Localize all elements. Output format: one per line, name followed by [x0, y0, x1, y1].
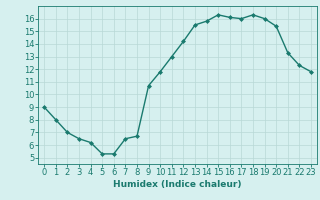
X-axis label: Humidex (Indice chaleur): Humidex (Indice chaleur)	[113, 180, 242, 189]
